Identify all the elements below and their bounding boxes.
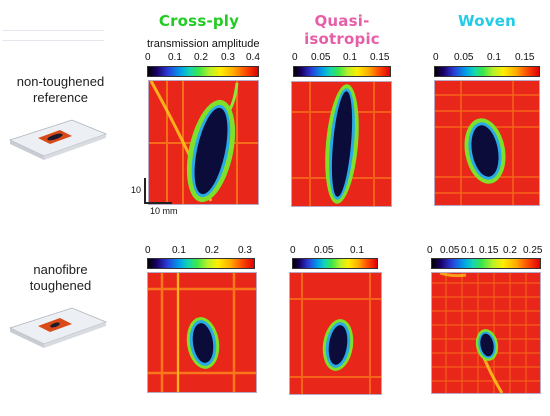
scale-bar-horizontal (146, 202, 172, 204)
c-scan-map-top-quasi-isotropic (291, 81, 392, 207)
row-label-top-line2: reference (33, 90, 88, 105)
cbar-bot1-tick-2: 0.2 (205, 245, 219, 256)
scale-bar-vertical (144, 178, 146, 204)
row-label-top-line1: non-toughened (16, 74, 105, 89)
cbar-bot3-tick-2: 0.1 (461, 245, 475, 256)
cbar-top1-tick-0: 0 (145, 52, 151, 63)
c-scan-map-bottom-quasi-isotropic (289, 272, 382, 395)
column-title-woven: Woven (458, 12, 516, 30)
cbar-bot2-tick-0: 0 (290, 245, 296, 256)
cbar-bot2-tick-2: 0.1 (350, 245, 364, 256)
c-scan-map-bottom-woven (431, 272, 541, 394)
c-scan-map-top-cross-ply (148, 80, 259, 205)
cbar-bot3-tick-0: 0 (427, 245, 433, 256)
colorbar-bottom-quasi-isotropic (292, 258, 378, 269)
colorbar-top-cross-ply (147, 66, 259, 77)
colorbar-title: transmission amplitude (147, 38, 260, 50)
specimen-plate-illustration-bottom (8, 307, 108, 348)
cbar-top3-tick-3: 0.15 (515, 52, 535, 63)
cbar-top1-tick-1: 0.1 (168, 52, 182, 63)
column-title-cross-ply: Cross-ply (158, 12, 240, 30)
row-label-bottom: nanofibre toughened (8, 262, 113, 294)
cbar-bot1-tick-0: 0 (145, 245, 151, 256)
cbar-top3-tick-1: 0.05 (454, 52, 474, 63)
cbar-bot2-tick-1: 0.05 (314, 245, 334, 256)
cbar-top2-tick-2: 0.1 (343, 52, 357, 63)
scale-label-vertical: 10 (131, 185, 142, 195)
cbar-bot1-tick-3: 0.3 (238, 245, 252, 256)
cbar-bot1-tick-1: 0.1 (172, 245, 186, 256)
decorative-line (2, 30, 104, 31)
cbar-bot3-tick-4: 0.2 (503, 245, 517, 256)
cbar-bot3-tick-3: 0.15 (479, 245, 499, 256)
colorbar-bottom-cross-ply (147, 258, 255, 269)
cbar-top3-tick-0: 0 (433, 52, 439, 63)
colorbar-bottom-woven (431, 258, 541, 269)
colorbar-top-woven (434, 66, 540, 77)
scale-label-horizontal: 10 mm (150, 206, 178, 216)
cbar-top1-tick-2: 0.2 (194, 52, 208, 63)
cbar-top2-tick-1: 0.05 (311, 52, 331, 63)
c-scan-map-bottom-cross-ply (147, 272, 257, 393)
colorbar-top-quasi-isotropic (293, 66, 391, 77)
row-label-bottom-line2: toughened (29, 278, 92, 293)
c-scan-map-top-woven (434, 80, 540, 206)
cbar-top2-tick-3: 0.15 (370, 52, 390, 63)
row-label-bottom-line1: nanofibre (33, 262, 88, 277)
column-title-quasi-isotropic: Quasi-isotropic (304, 12, 380, 48)
cbar-top2-tick-0: 0 (292, 52, 298, 63)
specimen-plate-illustration-top (8, 119, 108, 160)
decorative-line (2, 40, 104, 41)
cbar-bot3-tick-5: 0.25 (523, 245, 543, 256)
cbar-top1-tick-3: 0.3 (221, 52, 235, 63)
cbar-top1-tick-4: 0.4 (246, 52, 260, 63)
cbar-bot3-tick-1: 0.05 (440, 245, 460, 256)
row-label-top: non-toughened reference (8, 74, 113, 106)
cbar-top3-tick-2: 0.1 (487, 52, 501, 63)
